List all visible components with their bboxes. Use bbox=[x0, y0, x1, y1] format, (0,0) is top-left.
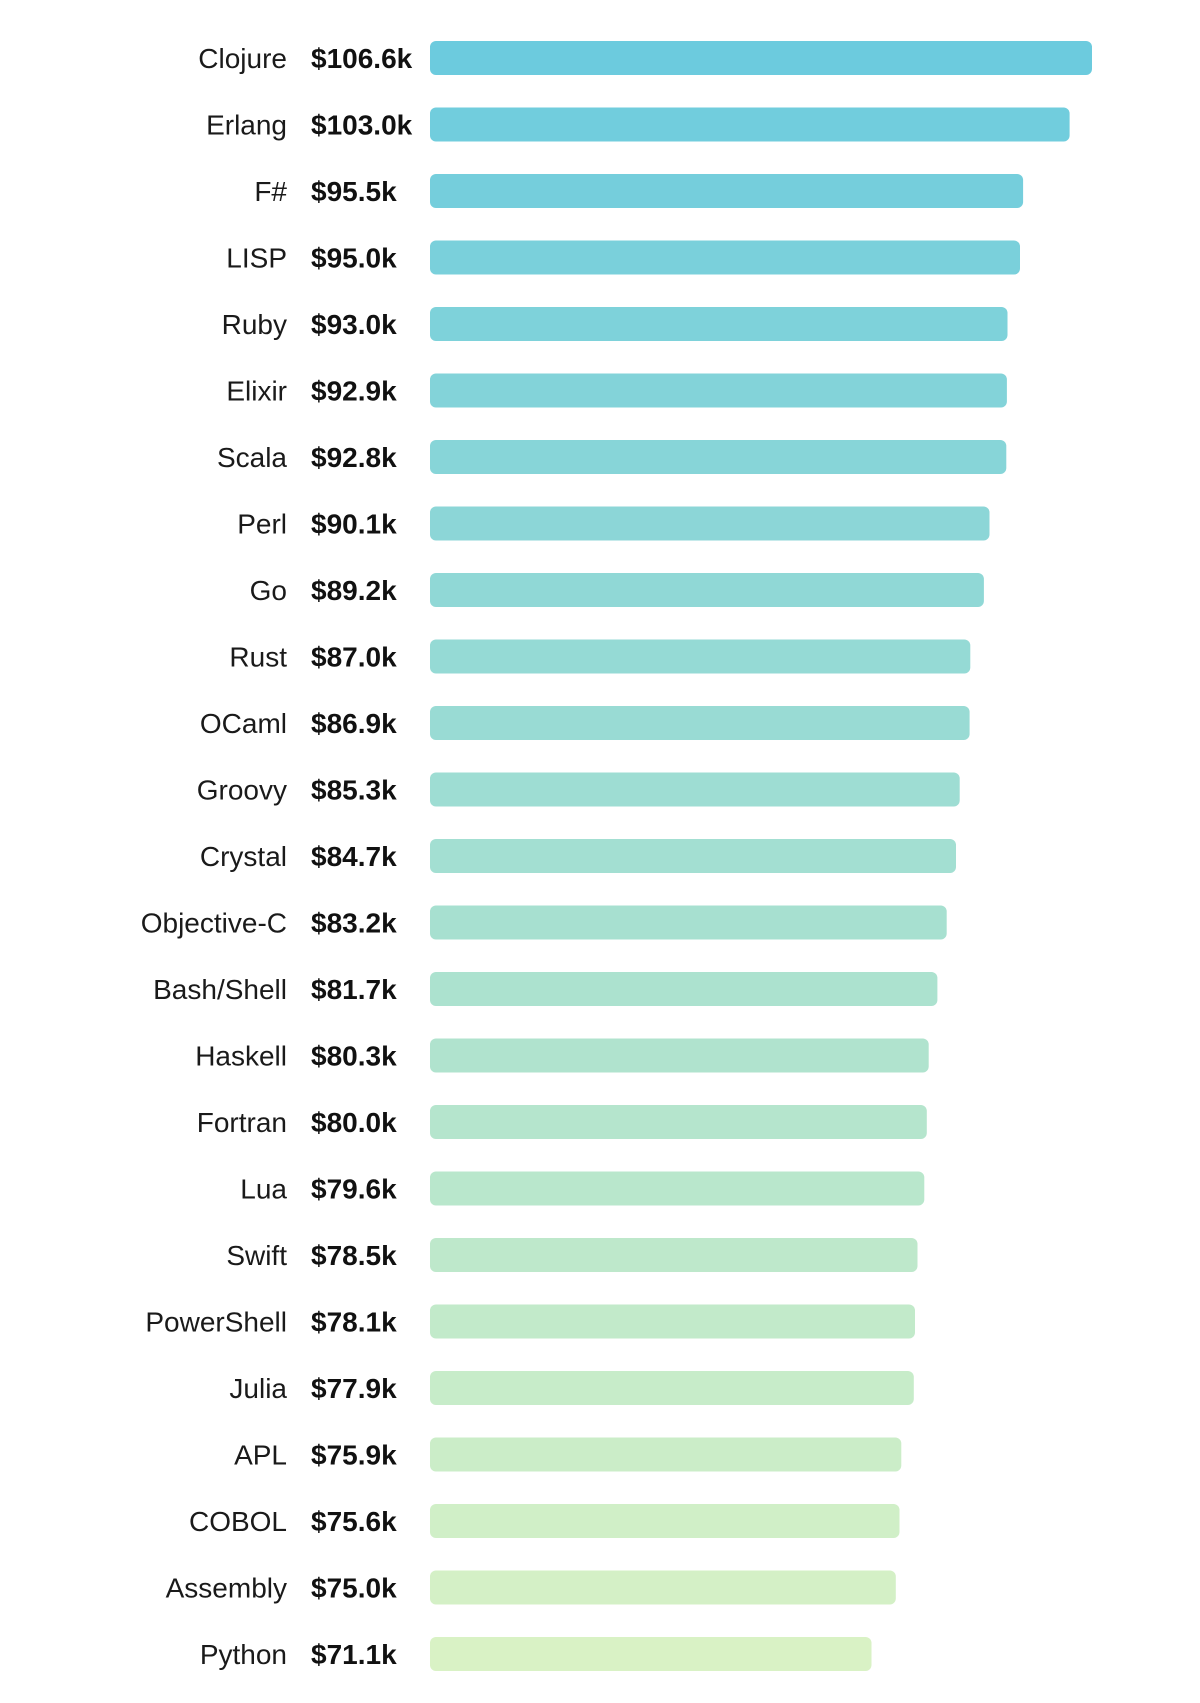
category-label-apl: APL bbox=[234, 1440, 287, 1471]
bar-lua bbox=[430, 1171, 925, 1206]
value-label-elixir: $92.9k bbox=[311, 376, 397, 407]
bar-crystal bbox=[430, 839, 956, 873]
bar-apl bbox=[430, 1437, 902, 1472]
value-label-lua: $79.6k bbox=[311, 1174, 397, 1205]
category-label-scala: Scala bbox=[217, 442, 287, 473]
bar-assembly bbox=[430, 1570, 896, 1605]
category-label-cobol: COBOL bbox=[189, 1506, 287, 1537]
labels-layer: Clojure $106.6k Erlang $103.0k F# $95.5k LISP $… bbox=[141, 43, 413, 1670]
bar-fortran bbox=[430, 1105, 927, 1139]
bar-scala bbox=[430, 440, 1007, 474]
bar-elixir bbox=[430, 373, 1007, 408]
bar-go bbox=[430, 573, 984, 607]
value-label-fortran: $80.0k bbox=[311, 1107, 397, 1138]
bar-ocaml bbox=[430, 706, 970, 740]
value-label-haskell: $80.3k bbox=[311, 1041, 397, 1072]
bar-objective-c bbox=[430, 905, 947, 940]
bar-perl bbox=[430, 506, 990, 541]
value-label-go: $89.2k bbox=[311, 575, 397, 606]
bar-lisp bbox=[430, 240, 1020, 275]
category-label-ruby: Ruby bbox=[222, 309, 287, 340]
category-label-clojure: Clojure bbox=[198, 43, 287, 74]
bar-powershell bbox=[430, 1304, 915, 1339]
value-label-groovy: $85.3k bbox=[311, 775, 397, 806]
bar-f bbox=[430, 174, 1024, 208]
category-label-lisp: LISP bbox=[226, 243, 287, 274]
value-label-rust: $87.0k bbox=[311, 642, 397, 673]
category-label-python: Python bbox=[200, 1639, 287, 1670]
category-label-perl: Perl bbox=[237, 509, 287, 540]
bar-bash-shell bbox=[430, 972, 938, 1006]
value-label-swift: $78.5k bbox=[311, 1240, 397, 1271]
category-label-groovy: Groovy bbox=[197, 775, 287, 806]
category-label-fortran: Fortran bbox=[197, 1107, 287, 1138]
value-label-ruby: $93.0k bbox=[311, 309, 397, 340]
category-label-go: Go bbox=[250, 575, 287, 606]
category-label-ocaml: OCaml bbox=[200, 708, 287, 739]
bar-ruby bbox=[430, 307, 1008, 341]
value-label-assembly: $75.0k bbox=[311, 1573, 397, 1604]
category-label-elixir: Elixir bbox=[226, 376, 287, 407]
value-label-erlang: $103.0k bbox=[311, 110, 413, 141]
value-label-julia: $77.9k bbox=[311, 1373, 397, 1404]
bar-clojure bbox=[430, 41, 1092, 75]
bar-python bbox=[430, 1637, 872, 1671]
category-label-erlang: Erlang bbox=[206, 110, 287, 141]
bar-cobol bbox=[430, 1504, 900, 1538]
bar-julia bbox=[430, 1371, 914, 1405]
category-label-objective-c: Objective-C bbox=[141, 908, 287, 939]
bar-swift bbox=[430, 1238, 918, 1272]
value-label-cobol: $75.6k bbox=[311, 1506, 397, 1537]
category-label-powershell: PowerShell bbox=[145, 1307, 287, 1338]
value-label-scala: $92.8k bbox=[311, 442, 397, 473]
bar-erlang bbox=[430, 107, 1070, 142]
value-label-bash-shell: $81.7k bbox=[311, 974, 397, 1005]
category-label-rust: Rust bbox=[229, 642, 287, 673]
category-label-haskell: Haskell bbox=[195, 1041, 287, 1072]
value-label-lisp: $95.0k bbox=[311, 243, 397, 274]
value-label-clojure: $106.6k bbox=[311, 43, 413, 74]
value-label-objective-c: $83.2k bbox=[311, 908, 397, 939]
bars-layer bbox=[430, 41, 1092, 1671]
category-label-crystal: Crystal bbox=[200, 841, 287, 872]
value-label-crystal: $84.7k bbox=[311, 841, 397, 872]
value-label-powershell: $78.1k bbox=[311, 1307, 397, 1338]
value-label-f: $95.5k bbox=[311, 176, 397, 207]
value-label-apl: $75.9k bbox=[311, 1440, 397, 1471]
bar-rust bbox=[430, 639, 971, 674]
value-label-perl: $90.1k bbox=[311, 509, 397, 540]
value-label-python: $71.1k bbox=[311, 1639, 397, 1670]
bar-haskell bbox=[430, 1038, 929, 1073]
category-label-swift: Swift bbox=[226, 1240, 287, 1271]
bar-groovy bbox=[430, 772, 960, 807]
category-label-lua: Lua bbox=[240, 1174, 287, 1205]
category-label-assembly: Assembly bbox=[166, 1573, 287, 1604]
category-label-bash-shell: Bash/Shell bbox=[153, 974, 287, 1005]
category-label-julia: Julia bbox=[229, 1373, 287, 1404]
category-label-f: F# bbox=[254, 176, 287, 207]
value-label-ocaml: $86.9k bbox=[311, 708, 397, 739]
